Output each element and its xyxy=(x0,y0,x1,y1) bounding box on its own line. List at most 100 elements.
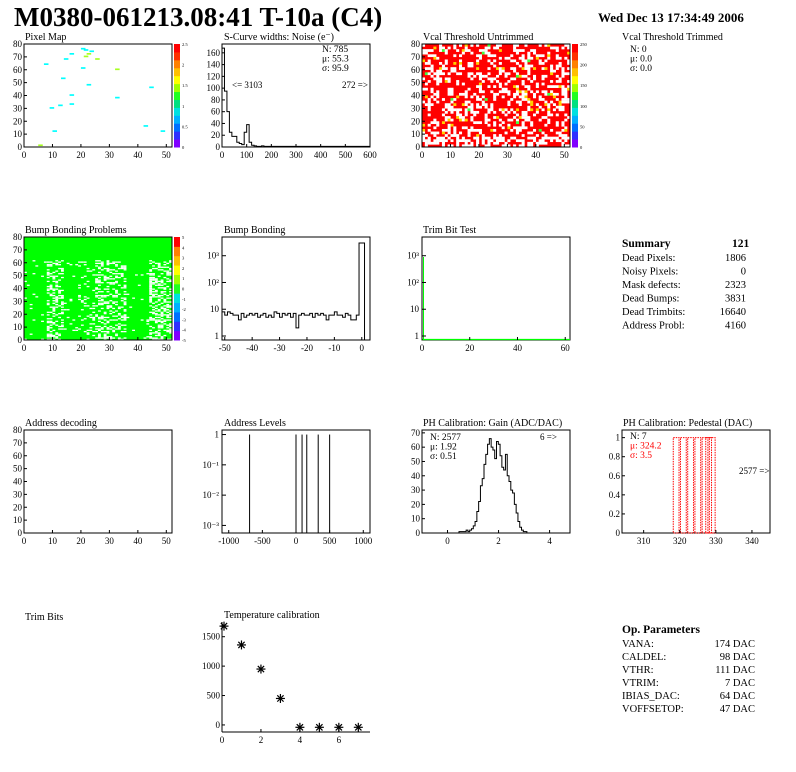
vcal-untrimmed-cell xyxy=(561,67,565,70)
bump-problems-cell xyxy=(61,328,64,330)
vcal-untrimmed-cell xyxy=(436,72,440,76)
vcal-untrimmed-cell xyxy=(524,85,528,88)
page-title: M0380-061213.08:41 T-10a (C4) xyxy=(14,2,383,32)
vcal-untrimmed-cell xyxy=(538,139,542,143)
vcal-untrimmed-cell xyxy=(484,98,488,101)
bump-bonding-ytick-label: 10 xyxy=(210,304,220,314)
vcal-untrimmed-cell xyxy=(470,144,474,148)
vcal-untrimmed-cell xyxy=(422,139,426,143)
bump-problems-cell xyxy=(157,284,161,286)
bump-problems-cell xyxy=(160,311,164,313)
vcal-untrimmed-cell xyxy=(515,121,519,125)
vcal-untrimmed-cell xyxy=(478,56,482,60)
vcal-untrimmed-cell xyxy=(561,85,565,88)
vcal-untrimmed-cell xyxy=(484,144,488,148)
ph-pedestal-bar xyxy=(708,437,716,534)
vcal-untrimmed-cell xyxy=(527,69,531,73)
vcal-untrimmed-cell xyxy=(507,92,511,96)
bump-problems-cell xyxy=(149,262,153,265)
vcal-untrimmed-cell xyxy=(552,85,556,88)
s-curve-widths-stat-mu: μ: 55.3 xyxy=(322,55,349,65)
bump-problems-cell xyxy=(163,276,167,279)
bump-problems-cell xyxy=(117,306,121,308)
bump-problems-cell xyxy=(157,269,161,271)
bump-problems-cell xyxy=(49,324,53,326)
vcal-untrimmed-cell xyxy=(550,136,554,140)
ph-calibration-gain-title: PH Calibration: Gain (ADC/DAC) xyxy=(423,418,562,429)
vcal-untrimmed-cell xyxy=(464,113,468,117)
vcal-untrimmed-cell xyxy=(530,108,534,112)
bump-problems-cell xyxy=(154,279,158,281)
bump-problems-cell xyxy=(160,315,164,317)
vcal-untrimmed-cell xyxy=(541,108,545,112)
bump-problems-cell xyxy=(98,337,101,339)
bump-problems-cell xyxy=(109,336,113,338)
bump-problems-cell xyxy=(166,329,170,331)
vcal-untrimmed-cell xyxy=(515,139,519,143)
s-curve-widths-xtick-label: 200 xyxy=(265,150,279,160)
vcal-untrimmed-cell xyxy=(439,139,443,143)
bump-problems-cell xyxy=(152,279,155,281)
bump-problems-cell xyxy=(157,265,161,267)
vcal-untrimmed-cell xyxy=(521,98,525,101)
bump-problems-cell xyxy=(166,270,170,272)
bump-problems-cell xyxy=(169,267,172,270)
bump-problems-cell xyxy=(32,260,36,262)
vcal-untrimmed-cell xyxy=(501,139,505,143)
summary-row-label: Dead Pixels: xyxy=(622,253,675,264)
bump-problems-cell xyxy=(29,307,33,310)
vcal-threshold-untrimmed-xtick-label: 20 xyxy=(474,150,484,160)
vcal-untrimmed-cell xyxy=(515,131,519,135)
vcal-untrimmed-cell xyxy=(433,54,437,58)
vcal-untrimmed-cell xyxy=(544,92,548,96)
bump-problems-cell xyxy=(80,276,84,279)
bump-problems-cell xyxy=(154,319,158,321)
vcal-untrimmed-cell xyxy=(561,46,565,50)
bump-problems-cell xyxy=(95,288,98,290)
pixel-map-cell xyxy=(89,50,95,53)
vcal-untrimmed-cell xyxy=(433,121,437,125)
bump-problems-cell xyxy=(46,327,50,329)
vcal-untrimmed-cell xyxy=(439,49,443,52)
bump-problems-cell xyxy=(100,328,104,330)
vcal-untrimmed-cell xyxy=(476,121,480,125)
vcal-untrimmed-cell xyxy=(481,141,485,145)
bump-problems-cell xyxy=(103,267,107,270)
bump-bonding-problems-palette-cell xyxy=(174,246,180,257)
bump-problems-cell xyxy=(89,323,93,325)
s-curve-widths-ytick-label: 80 xyxy=(211,95,221,105)
vcal-untrimmed-cell xyxy=(433,118,437,122)
vcal-untrimmed-cell xyxy=(427,59,431,63)
address-levels-xtick-label: -1000 xyxy=(218,536,239,546)
bump-problems-cell xyxy=(58,305,61,307)
bump-problems-cell xyxy=(106,316,110,319)
ph-calibration-gain-xtick-label: 0 xyxy=(445,536,450,546)
vcal-untrimmed-cell xyxy=(493,92,497,96)
vcal-untrimmed-cell xyxy=(535,134,539,137)
bump-problems-cell xyxy=(117,284,121,286)
vcal-untrimmed-cell xyxy=(430,141,434,145)
vcal-untrimmed-cell xyxy=(521,74,525,78)
bump-problems-cell xyxy=(154,314,158,316)
s-curve-widths-ytick-label: 120 xyxy=(207,71,221,81)
bump-problems-cell xyxy=(169,261,172,263)
pixel-map-cell xyxy=(61,77,66,80)
bump-problems-cell xyxy=(49,321,53,324)
vcal-untrimmed-cell xyxy=(453,67,457,70)
vcal-untrimmed-cell xyxy=(558,85,562,88)
s-curve-widths-xtick-label: 500 xyxy=(339,150,353,160)
vcal-untrimmed-cell xyxy=(555,49,559,52)
vcal-untrimmed-cell xyxy=(470,116,474,119)
vcal-untrimmed-cell xyxy=(470,128,474,132)
vcal-untrimmed-cell xyxy=(490,54,494,58)
vcal-threshold-untrimmed-ytick-label: 80 xyxy=(411,39,421,49)
bump-problems-cell xyxy=(52,271,56,274)
vcal-threshold-untrimmed-palette-cell xyxy=(572,75,578,85)
ph-calibration-pedestal-stat-N: N: 7 xyxy=(630,432,647,442)
bump-problems-cell xyxy=(169,297,172,299)
vcal-untrimmed-cell xyxy=(447,131,451,135)
bump-problems-cell xyxy=(149,336,153,338)
vcal-untrimmed-cell xyxy=(461,49,465,52)
bump-problems-cell xyxy=(106,282,110,284)
vcal-untrimmed-cell xyxy=(550,67,554,70)
